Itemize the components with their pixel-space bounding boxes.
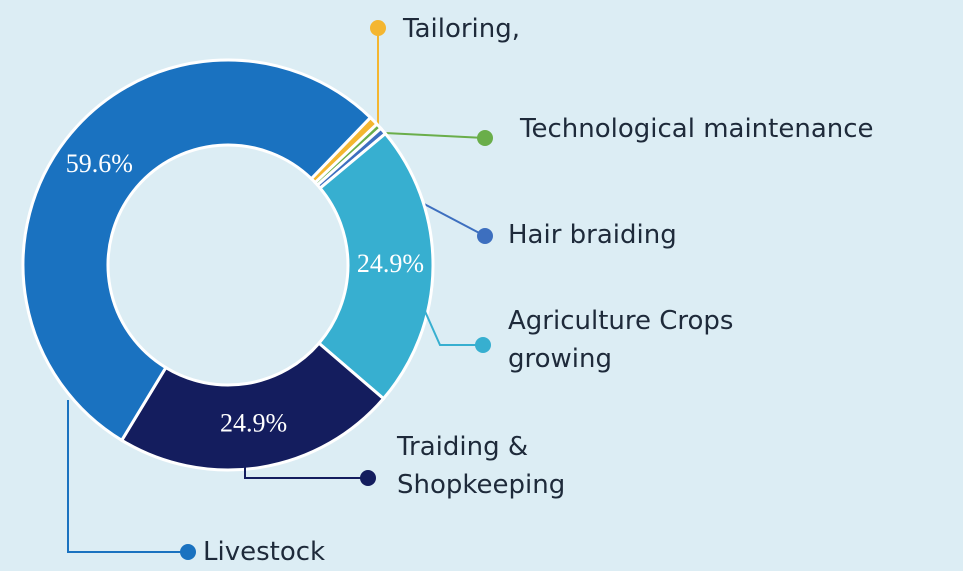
leader-line: [244, 455, 368, 479]
legend-dot: [370, 20, 386, 36]
legend-label: Agriculture Crops growing: [508, 306, 734, 374]
legend-label: Traiding & Shopkeeping: [397, 432, 566, 500]
leader-line: [67, 400, 188, 553]
legend-dot: [475, 337, 491, 353]
donut-slice: [119, 341, 386, 472]
legend-label: Tailoring,: [403, 14, 521, 44]
legend-dot: [477, 130, 493, 146]
legend-label: Livestock: [203, 537, 326, 567]
leader-line: [384, 132, 486, 139]
donut-slice: [21, 58, 373, 443]
value-label: 24.9%: [357, 249, 424, 278]
legend-dot: [477, 228, 493, 244]
legend-dot: [360, 470, 376, 486]
legend-label: Hair braiding: [508, 220, 677, 250]
legend-label: Technological maintenance: [520, 114, 874, 144]
value-label: 24.9%: [220, 408, 287, 437]
donut-slice: [316, 131, 435, 401]
leader-line: [419, 299, 483, 346]
value-label: 59.6%: [66, 149, 133, 178]
legend-dot: [180, 544, 196, 560]
